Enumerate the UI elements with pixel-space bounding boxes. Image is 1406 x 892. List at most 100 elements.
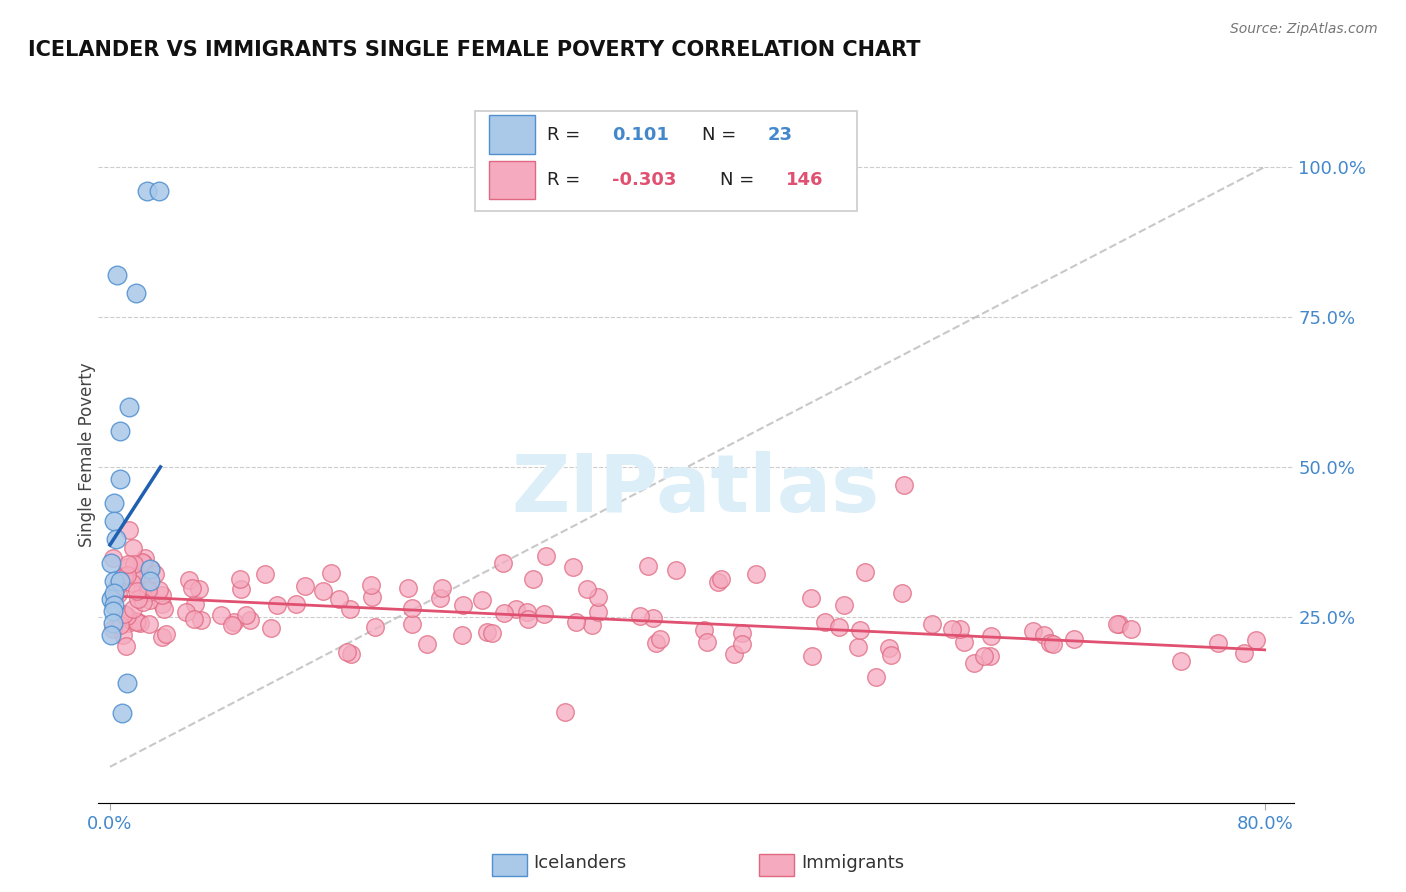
Point xyxy=(266,598,288,612)
Text: R =: R = xyxy=(547,170,579,189)
Point xyxy=(238,613,260,627)
Point xyxy=(131,583,153,598)
Point xyxy=(117,608,139,623)
Point xyxy=(492,606,515,620)
Point xyxy=(105,268,128,282)
Point xyxy=(814,615,837,630)
Point xyxy=(224,615,246,629)
Point xyxy=(103,496,125,510)
Point xyxy=(973,648,995,663)
Point xyxy=(101,604,124,618)
Point xyxy=(963,656,986,670)
Point xyxy=(1022,624,1045,639)
Point xyxy=(628,609,651,624)
Point xyxy=(138,584,160,599)
Point xyxy=(846,640,869,655)
Point xyxy=(108,472,131,486)
Point xyxy=(117,676,139,690)
Point xyxy=(115,560,138,574)
Point xyxy=(153,601,176,615)
Point xyxy=(118,400,141,414)
Point xyxy=(1208,636,1230,650)
Point xyxy=(112,607,135,621)
Point xyxy=(980,630,1002,644)
Point xyxy=(707,575,730,590)
Point xyxy=(800,591,823,605)
Point xyxy=(505,601,527,615)
Point xyxy=(125,285,148,300)
Point xyxy=(340,647,363,661)
Point xyxy=(127,592,149,607)
Point xyxy=(136,184,159,198)
Point xyxy=(127,615,149,629)
FancyBboxPatch shape xyxy=(475,111,858,211)
Point xyxy=(554,705,576,719)
Point xyxy=(103,590,125,604)
Point xyxy=(336,645,359,659)
Point xyxy=(155,627,177,641)
Text: -0.303: -0.303 xyxy=(613,170,676,189)
Point xyxy=(183,612,205,626)
Point xyxy=(118,524,141,538)
Point xyxy=(586,605,609,619)
Point xyxy=(221,617,243,632)
Point xyxy=(979,649,1001,664)
Point xyxy=(581,618,603,632)
Point xyxy=(150,630,173,644)
Point xyxy=(941,622,963,636)
Point xyxy=(865,669,887,683)
Point xyxy=(534,549,557,564)
Point xyxy=(1105,617,1128,632)
Point xyxy=(430,581,453,595)
FancyBboxPatch shape xyxy=(489,161,534,199)
Point xyxy=(103,598,125,612)
Point xyxy=(731,625,754,640)
Point xyxy=(254,567,277,582)
Text: ZIPatlas: ZIPatlas xyxy=(512,450,880,529)
Point xyxy=(321,566,343,580)
Point xyxy=(877,640,900,655)
Point xyxy=(1119,623,1142,637)
Point xyxy=(339,602,361,616)
Point xyxy=(121,576,143,591)
Point xyxy=(665,563,688,577)
Point xyxy=(181,581,204,595)
Point xyxy=(891,585,914,599)
Point xyxy=(112,569,135,583)
Point xyxy=(148,583,170,598)
Point xyxy=(1170,654,1192,668)
Point xyxy=(110,706,132,720)
Point xyxy=(723,647,745,661)
Point xyxy=(360,590,382,604)
Point xyxy=(949,623,972,637)
Point xyxy=(150,588,173,602)
Point xyxy=(136,583,159,598)
Point xyxy=(801,648,824,663)
Point xyxy=(139,562,162,576)
Point xyxy=(136,568,159,582)
Point xyxy=(121,541,143,555)
Point xyxy=(115,639,138,653)
Point xyxy=(921,616,943,631)
Point xyxy=(832,598,855,612)
Point xyxy=(125,570,148,584)
Point xyxy=(101,615,124,630)
Point xyxy=(849,624,872,638)
Point xyxy=(586,590,609,604)
Point xyxy=(1033,628,1056,642)
Point xyxy=(516,612,538,626)
Point xyxy=(710,572,733,586)
Point xyxy=(853,565,876,579)
Text: 146: 146 xyxy=(786,170,823,189)
Point xyxy=(138,617,160,632)
Point xyxy=(124,557,146,571)
Point xyxy=(576,582,599,596)
Point xyxy=(1233,646,1256,660)
Point xyxy=(260,621,283,635)
Point xyxy=(134,550,156,565)
Point xyxy=(235,607,257,622)
Point xyxy=(562,560,585,574)
Point xyxy=(103,514,125,528)
Point xyxy=(650,632,672,647)
Point xyxy=(100,591,122,606)
